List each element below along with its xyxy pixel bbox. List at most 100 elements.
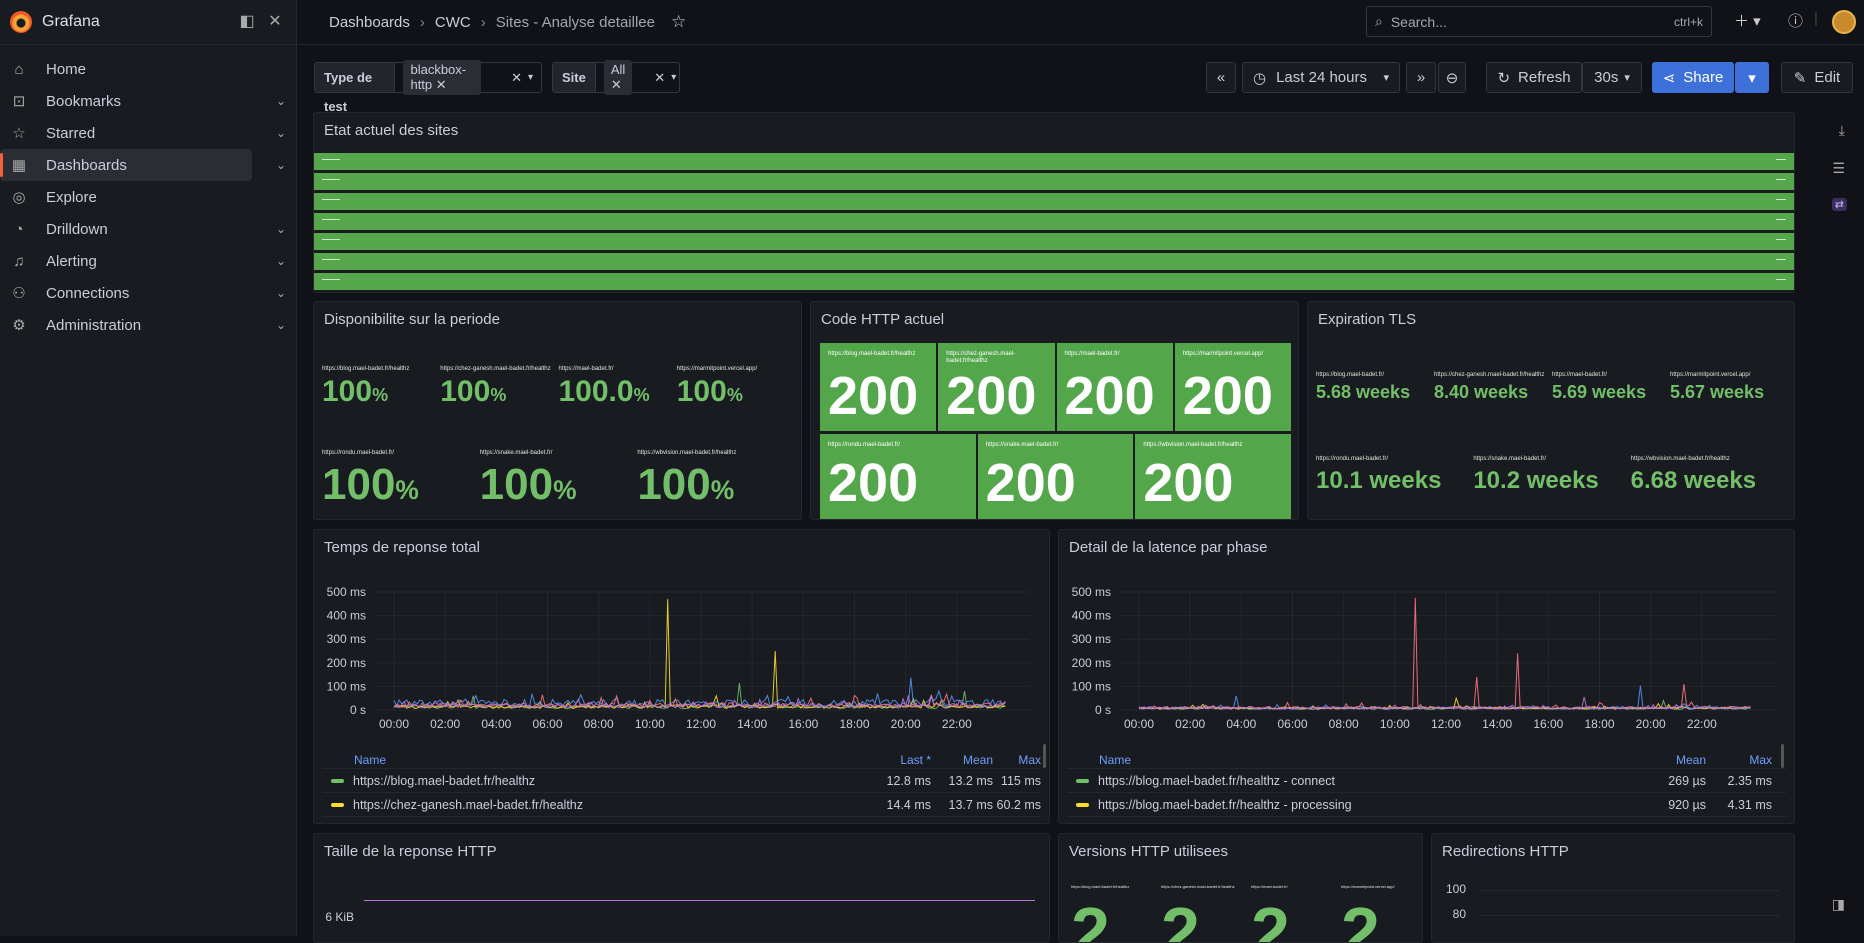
- variable-site[interactable]: Site All ✕ ✕ ▾: [552, 60, 680, 95]
- remove-tag-icon[interactable]: ✕: [435, 77, 447, 92]
- tls-expiry-stat[interactable]: https://snake.mael-badet.fr/ 10.2 weeks: [1473, 456, 1626, 493]
- status-bar[interactable]: [314, 153, 1794, 170]
- time-range-picker[interactable]: ◷ Last 24 hours ▾: [1242, 62, 1400, 93]
- http-code-stat[interactable]: https://blog.mael-badet.fr/healthz 200: [820, 343, 937, 431]
- plug-icon: ⚇: [12, 285, 26, 302]
- zoom-out-icon[interactable]: ⊖: [1438, 62, 1466, 93]
- chevron-down-icon[interactable]: ⌄: [275, 286, 286, 300]
- star-dashboard-icon[interactable]: ☆: [670, 12, 687, 31]
- time-shift-back-icon[interactable]: «: [1206, 62, 1236, 93]
- chevron-down-icon[interactable]: ⌄: [275, 222, 286, 236]
- legend-column-header[interactable]: Last *: [900, 753, 931, 767]
- breadcrumb-cwc[interactable]: CWC: [434, 13, 471, 31]
- chevron-down-icon[interactable]: ▾: [527, 72, 533, 83]
- legend-row[interactable]: https://blog.mael-badet.fr/healthz 12.8 m…: [322, 768, 1041, 792]
- remove-tag-icon[interactable]: ✕: [610, 77, 622, 92]
- download-icon[interactable]: ⤓: [1838, 122, 1845, 138]
- legend-row[interactable]: https://blog.mael-badet.fr/healthz - pro…: [1067, 792, 1786, 816]
- legend-scrollbar[interactable]: [1781, 744, 1784, 768]
- sidebar-item-explore[interactable]: ◎ Explore: [0, 181, 252, 213]
- close-menu-icon[interactable]: ✕: [268, 13, 282, 30]
- status-bar[interactable]: [314, 173, 1794, 190]
- availability-stat[interactable]: https://chez-ganesh.mael-badet.fr/health…: [440, 366, 554, 407]
- breadcrumb-dashboards[interactable]: Dashboards: [329, 13, 410, 31]
- sidebar-item-drilldown[interactable]: ◔ Drilldown ⌄: [0, 213, 286, 245]
- availability-stat[interactable]: https://blog.mael-badet.fr/healthz 100%: [322, 366, 436, 407]
- legend-column-header[interactable]: Mean: [1675, 753, 1706, 767]
- tls-expiry-stat[interactable]: https://marmitpoint.vercel.app/ 5.67 wee…: [1670, 372, 1784, 401]
- outline-icon[interactable]: ☰: [1832, 160, 1845, 176]
- legend-row[interactable]: https://mael-badet.fr/33.0 ms 30.6 ms 137 …: [322, 816, 1041, 823]
- chevron-down-icon[interactable]: ⌄: [275, 158, 286, 172]
- availability-stat[interactable]: https://mael-badet.fr/ 100.0%: [559, 366, 673, 407]
- chevron-down-icon[interactable]: ⌄: [275, 254, 286, 268]
- http-version-stat[interactable]: https://chez-ganesh.mael-badet.fr/health…: [1161, 884, 1247, 942]
- tls-expiry-stat[interactable]: https://wbvision.mael-badet.fr/healthz 6…: [1631, 456, 1784, 493]
- chevron-down-icon[interactable]: ▾: [671, 72, 677, 83]
- legend-row[interactable]: https://chez-ganesh.mael-badet.fr/health…: [322, 792, 1041, 816]
- legend-row[interactable]: https://blog.mael-badet.fr/healthz - res…: [1067, 816, 1786, 823]
- legend-column-header[interactable]: Name: [354, 753, 387, 767]
- availability-stat[interactable]: https://marmitpoint.vercel.app/ 100%: [677, 366, 791, 407]
- http-code-stat[interactable]: https://wbvision.mael-badet.fr/healthz 2…: [1135, 434, 1291, 519]
- panel-toggle-icon[interactable]: ◨: [1831, 896, 1845, 912]
- status-bar[interactable]: [314, 253, 1794, 270]
- http-code-stat[interactable]: https://marmitpoint.vercel.app/ 200: [1174, 343, 1291, 431]
- http-version-stat[interactable]: https://blog.mael-badet.fr/healthz 2: [1071, 884, 1157, 942]
- sidebar-item-bookmarks[interactable]: ⊡ Bookmarks ⌄: [0, 85, 286, 117]
- stat-label: https://wbvision.mael-badet.fr/healthz: [637, 450, 737, 456]
- chevron-down-icon[interactable]: ⌄: [275, 126, 286, 140]
- stat-value: 200: [1064, 366, 1155, 426]
- user-avatar[interactable]: [1832, 10, 1856, 34]
- tls-expiry-stat[interactable]: https://rondu.mael-badet.fr/ 10.1 weeks: [1316, 456, 1469, 493]
- http-code-stat[interactable]: https://chez-ganesh.mael-badet.fr/health…: [938, 343, 1055, 431]
- status-bar[interactable]: [314, 213, 1794, 230]
- http-version-stat[interactable]: https://mael-badet.fr/ 2: [1251, 884, 1337, 942]
- response-time-chart[interactable]: 500 ms 400 ms 300 ms 200 ms 100 ms 0 s 00:00 02…: [314, 580, 1050, 780]
- legend-column-header[interactable]: Name: [1099, 753, 1132, 767]
- http-version-stat[interactable]: https://marmitpoint.vercel.app/ 2: [1341, 884, 1422, 942]
- legend-column-header[interactable]: Max: [1018, 753, 1041, 767]
- sidebar-item-connections[interactable]: ⚇ Connections ⌄: [0, 277, 286, 309]
- new-plus-icon[interactable]: ＋ ▾: [1734, 13, 1761, 30]
- sidebar-item-administration[interactable]: ⚙ Administration ⌄: [0, 309, 286, 341]
- http-code-stat[interactable]: https://snake.mael-badet.fr/ 200: [977, 434, 1134, 519]
- legend-column-header[interactable]: Max: [1749, 753, 1772, 767]
- share-button[interactable]: ⋖ Share: [1652, 62, 1734, 93]
- legend-column-header[interactable]: Mean: [962, 753, 993, 767]
- help-icon[interactable]: ⓘ: [1788, 13, 1804, 30]
- clear-icon[interactable]: ✕: [511, 69, 522, 85]
- sidebar-item-alerting[interactable]: ♫ Alerting ⌄: [0, 245, 286, 277]
- status-bar[interactable]: [314, 233, 1794, 250]
- chevron-down-icon[interactable]: ⌄: [275, 94, 286, 108]
- sidebar-item-starred[interactable]: ☆ Starred ⌄: [0, 117, 286, 149]
- latency-chart[interactable]: 500 ms 400 ms 300 ms 200 ms 100 ms 0 s 00:00 02…: [1059, 580, 1795, 780]
- sidebar-item-dashboards[interactable]: ▦ Dashboards ⌄: [0, 149, 286, 181]
- search-input[interactable]: ⌕ Search... ctrl+k: [1366, 6, 1712, 37]
- refresh-interval-picker[interactable]: 30s ▾: [1582, 62, 1642, 93]
- grafana-logo-icon[interactable]: [10, 11, 32, 33]
- status-bar[interactable]: [314, 193, 1794, 210]
- clear-icon[interactable]: ✕: [654, 69, 666, 85]
- http-code-stat[interactable]: https://rondu.mael-badet.fr/ 200: [820, 434, 976, 519]
- legend-row[interactable]: https://blog.mael-badet.fr/healthz - con…: [1067, 768, 1786, 792]
- refresh-button[interactable]: ↻ Refresh: [1486, 62, 1582, 93]
- legend-scrollbar[interactable]: [1043, 744, 1046, 768]
- share-options-chevron-icon[interactable]: ▾: [1735, 62, 1769, 93]
- availability-stat[interactable]: https://wbvision.mael-badet.fr/healthz 1…: [637, 450, 791, 507]
- x-tick-label: 10:00: [1380, 717, 1410, 731]
- availability-stat[interactable]: https://snake.mael-badet.fr/ 100%: [480, 450, 634, 507]
- availability-stat[interactable]: https://rondu.mael-badet.fr/ 100%: [322, 450, 476, 507]
- dock-menu-icon[interactable]: ◧: [239, 13, 255, 30]
- tls-expiry-stat[interactable]: https://mael-badet.fr/ 5.69 weeks: [1552, 372, 1666, 401]
- variable-type-de-test[interactable]: Type de test blackbox-http ✕ ✕ ▾: [314, 60, 542, 114]
- edit-button[interactable]: ✎ Edit: [1781, 62, 1853, 93]
- active-tool-icon[interactable]: ⇄: [1831, 198, 1847, 211]
- time-shift-forward-icon[interactable]: »: [1406, 62, 1436, 93]
- status-bar[interactable]: [314, 273, 1794, 290]
- chevron-down-icon[interactable]: ⌄: [275, 318, 286, 332]
- tls-expiry-stat[interactable]: https://blog.mael-badet.fr/ 5.68 weeks: [1316, 372, 1430, 401]
- http-code-stat[interactable]: https://mael-badet.fr/ 200: [1056, 343, 1173, 431]
- sidebar-item-home[interactable]: ⌂ Home: [0, 53, 252, 85]
- tls-expiry-stat[interactable]: https://chez-ganesh.mael-badet.fr/health…: [1434, 372, 1548, 401]
